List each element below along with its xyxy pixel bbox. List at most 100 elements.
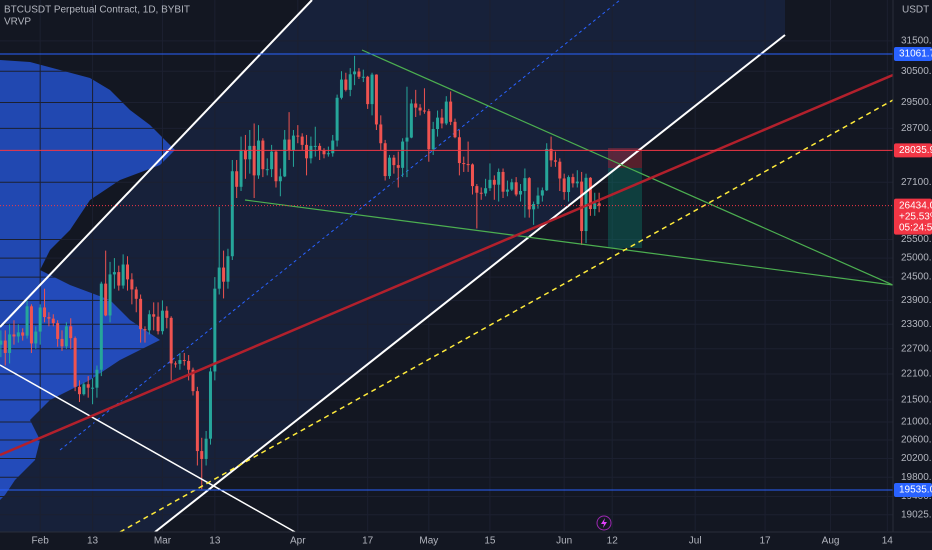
candle-body bbox=[16, 332, 20, 337]
candle-body bbox=[444, 101, 448, 124]
candle-body bbox=[545, 148, 549, 191]
candle-body bbox=[261, 140, 265, 170]
x-tick-label: May bbox=[419, 536, 438, 547]
candle-body bbox=[501, 171, 505, 192]
candle-body bbox=[235, 171, 239, 187]
candle-body bbox=[222, 267, 226, 282]
x-tick-label: Feb bbox=[32, 536, 50, 547]
candle-body bbox=[134, 289, 138, 299]
channel-lower bbox=[154, 34, 786, 533]
candle-body bbox=[322, 150, 326, 155]
event-icon-bolt bbox=[601, 518, 607, 528]
candle-body bbox=[8, 334, 12, 353]
candle-body bbox=[117, 272, 121, 286]
candle-body bbox=[160, 310, 164, 332]
last-price-tag bbox=[894, 198, 932, 235]
yellow-trendline bbox=[119, 99, 894, 533]
y-tick-label: 28700.0 bbox=[901, 123, 932, 134]
price-line-tag bbox=[894, 482, 932, 497]
candles bbox=[0, 55, 601, 490]
candle-body bbox=[147, 314, 151, 331]
candle-body bbox=[532, 204, 536, 210]
candle-body bbox=[449, 101, 453, 122]
candle-body bbox=[527, 178, 531, 210]
x-tick-label: 15 bbox=[484, 536, 496, 547]
candle-body bbox=[418, 107, 422, 111]
candle-body bbox=[540, 190, 544, 196]
candle-body bbox=[388, 157, 392, 177]
chart-title: BTCUSDT Perpetual Contract, 1D, BYBIT bbox=[4, 5, 190, 16]
last-price-label: 26434.0 bbox=[899, 200, 932, 211]
candle-body bbox=[12, 334, 16, 337]
candle-body bbox=[217, 267, 221, 289]
candle-body bbox=[401, 141, 405, 168]
x-tick-label: 13 bbox=[209, 536, 221, 547]
drawings-front bbox=[0, 0, 894, 533]
candle-body bbox=[0, 340, 3, 345]
candle-body bbox=[213, 288, 217, 372]
candle-body bbox=[510, 182, 514, 190]
candle-body bbox=[64, 326, 68, 347]
candle-body bbox=[174, 363, 178, 365]
triangle-lower bbox=[244, 199, 894, 286]
candle-body bbox=[567, 177, 571, 193]
candle-body bbox=[344, 79, 348, 90]
price-lines bbox=[0, 53, 893, 491]
candle-body bbox=[571, 177, 575, 184]
candle-body bbox=[69, 326, 73, 339]
price-line-label: 31061.7 bbox=[899, 49, 932, 60]
candle-body bbox=[274, 151, 278, 182]
y-tick-label: 21000.0 bbox=[901, 417, 932, 428]
candle-body bbox=[466, 164, 470, 166]
candle-body bbox=[86, 384, 90, 388]
short-target-box bbox=[608, 168, 642, 248]
price-line-label: 28035.9 bbox=[899, 145, 932, 156]
candle-body bbox=[200, 451, 204, 459]
candle-body bbox=[51, 318, 55, 324]
candle-body bbox=[431, 129, 435, 150]
candle-body bbox=[77, 386, 81, 395]
candle-body bbox=[309, 145, 313, 159]
y-tick-label: 19025.0 bbox=[901, 509, 932, 520]
candle-body bbox=[549, 148, 553, 161]
grid bbox=[0, 0, 893, 531]
candle-body bbox=[331, 140, 335, 154]
candle-body bbox=[126, 264, 130, 280]
x-tick-label: Mar bbox=[154, 536, 172, 547]
candle-body bbox=[257, 140, 261, 176]
candle-body bbox=[300, 136, 304, 145]
y-tick-label: 29500.0 bbox=[901, 97, 932, 108]
candle-body bbox=[414, 103, 418, 108]
candle-body bbox=[440, 117, 444, 124]
candle-body bbox=[588, 177, 592, 210]
red-trendline bbox=[0, 73, 894, 457]
candle-body bbox=[265, 169, 269, 171]
candle-body bbox=[379, 124, 383, 144]
candle-body bbox=[348, 74, 352, 90]
candle-body bbox=[558, 161, 562, 179]
candle-body bbox=[230, 171, 234, 257]
event-icon[interactable] bbox=[596, 515, 612, 531]
candle-body bbox=[243, 150, 247, 160]
candle-body bbox=[575, 181, 579, 184]
x-tick-label: 17 bbox=[362, 536, 374, 547]
triangle-upper bbox=[361, 49, 894, 286]
y-tick-label: 31500.0 bbox=[901, 36, 932, 47]
candle-body bbox=[130, 279, 134, 290]
candle-body bbox=[104, 283, 108, 316]
candle-body bbox=[112, 272, 116, 275]
y-tick-label: 21500.0 bbox=[901, 394, 932, 405]
candle-body bbox=[484, 188, 488, 194]
candle-body bbox=[60, 338, 64, 347]
candle-body bbox=[553, 160, 557, 162]
candle-body bbox=[204, 438, 208, 459]
candle-body bbox=[370, 74, 374, 105]
candle-body bbox=[29, 306, 33, 344]
candle-body bbox=[357, 71, 361, 77]
candle-body bbox=[34, 331, 38, 344]
candle-body bbox=[152, 314, 156, 317]
candle-body bbox=[187, 360, 191, 370]
candle-body bbox=[252, 145, 256, 176]
candle-body bbox=[453, 121, 457, 138]
candle-body bbox=[156, 316, 160, 332]
